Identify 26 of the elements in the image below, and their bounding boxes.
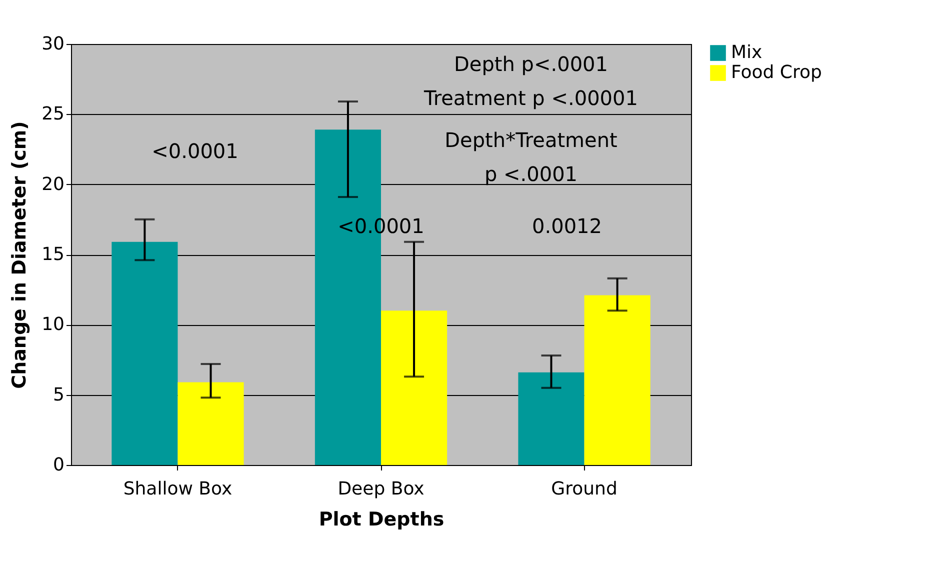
y-tick-label: 15 [42, 244, 64, 265]
y-axis-title: Change in Diameter (cm) [8, 121, 31, 389]
bar [381, 310, 448, 465]
annotation: <0.0001 [152, 139, 238, 163]
x-tick-label: Ground [551, 478, 618, 500]
bar [112, 242, 178, 465]
y-tick-label: 0 [53, 454, 64, 476]
annotation: Treatment p <.00001 [423, 86, 638, 110]
annotation: Depth*Treatment [444, 128, 618, 152]
bar [518, 372, 584, 465]
bar [178, 382, 244, 465]
y-tick-label: 25 [42, 104, 64, 125]
x-tick-label: Deep Box [338, 478, 425, 500]
legend-label: Mix [731, 42, 763, 63]
annotation: 0.0012 [532, 214, 602, 238]
legend-label: Food Crop [731, 62, 822, 83]
y-tick-label: 30 [42, 34, 64, 54]
y-tick-label: 20 [42, 174, 64, 195]
y-tick-label: 5 [53, 384, 64, 406]
annotation: Depth p<.0001 [454, 52, 608, 76]
annotation: p <.0001 [484, 162, 578, 186]
bar [584, 295, 650, 465]
y-tick-label: 10 [42, 314, 64, 336]
x-tick-label: Shallow Box [123, 478, 232, 500]
x-axis-title: Plot Depths [318, 508, 444, 530]
annotation: <0.0001 [338, 214, 424, 238]
